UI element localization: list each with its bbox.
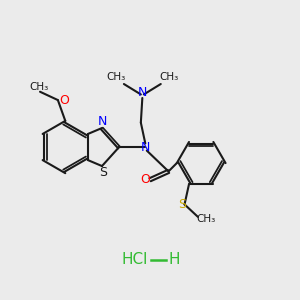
Text: HCl: HCl	[122, 253, 148, 268]
Text: CH₃: CH₃	[160, 72, 179, 82]
Text: O: O	[59, 94, 69, 106]
Text: N: N	[138, 85, 147, 98]
Text: S: S	[99, 166, 107, 179]
Text: N: N	[141, 140, 150, 154]
Text: H: H	[168, 253, 179, 268]
Text: N: N	[98, 115, 108, 128]
Text: CH₃: CH₃	[106, 72, 125, 82]
Text: O: O	[140, 173, 150, 186]
Text: S: S	[178, 198, 186, 211]
Text: CH₃: CH₃	[29, 82, 48, 92]
Text: CH₃: CH₃	[196, 214, 216, 224]
